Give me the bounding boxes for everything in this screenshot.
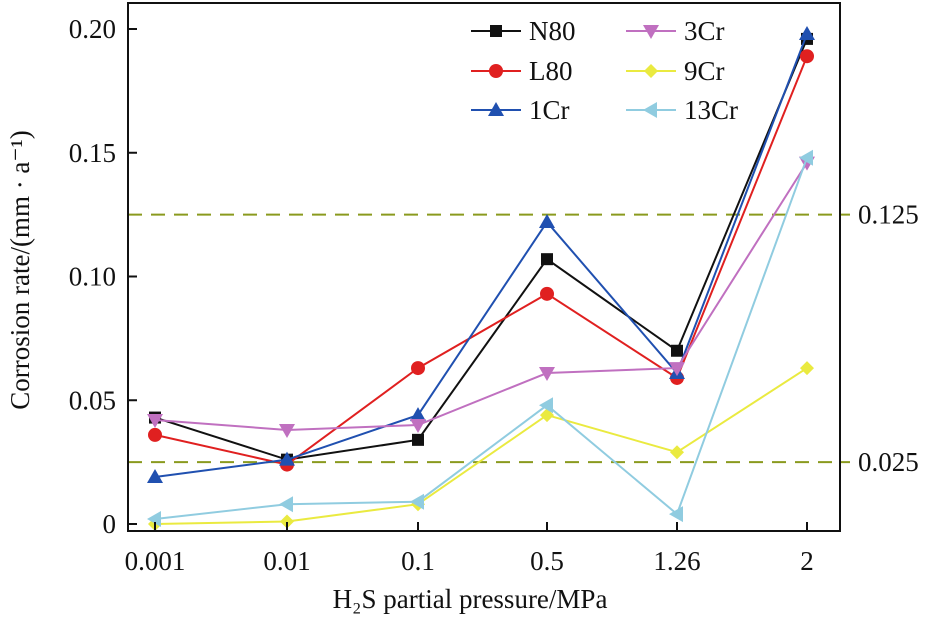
series-13cr — [147, 149, 813, 528]
legend: N80 L80 1Cr 3Cr 9Cr 13Cr — [471, 16, 738, 125]
data-point — [800, 49, 814, 64]
data-point — [670, 445, 684, 460]
data-point — [541, 253, 553, 266]
data-point — [539, 367, 555, 382]
x-axis-title: H₂S partial pressure/MPa — [333, 584, 608, 614]
data-point — [279, 496, 293, 513]
data-point — [412, 433, 424, 446]
data-point — [671, 344, 683, 357]
reference-line-label: 0.025 — [858, 447, 919, 477]
series-3cr — [147, 156, 815, 438]
reference-line-label: 0.125 — [858, 200, 919, 230]
data-point — [539, 214, 555, 229]
data-point — [669, 362, 685, 377]
legend-label: L80 — [529, 56, 573, 86]
y-tick-label: 0.10 — [69, 262, 116, 292]
data-point — [148, 427, 162, 442]
series-1cr — [147, 25, 815, 483]
series-line — [154, 367, 808, 525]
data-point — [540, 286, 554, 301]
data-point — [411, 361, 425, 376]
y-tick-label: 0 — [103, 509, 117, 539]
legend-label: 3Cr — [684, 16, 725, 46]
x-tick-label: 2 — [800, 546, 814, 576]
data-point — [147, 414, 163, 429]
legend-item-l80: L80 — [471, 56, 573, 86]
legend-marker — [489, 64, 503, 78]
series-9cr — [148, 361, 814, 531]
data-point — [279, 423, 295, 438]
legend-label: 1Cr — [529, 95, 570, 125]
series-line — [154, 162, 808, 431]
legend-item-1cr: 1Cr — [471, 95, 570, 125]
data-point — [669, 506, 683, 523]
plot-frame — [127, 2, 841, 532]
x-tick-label: 0.001 — [125, 546, 186, 576]
data-point — [410, 493, 424, 510]
data-point — [410, 419, 426, 433]
legend-label: 9Cr — [684, 56, 725, 86]
data-point — [147, 511, 161, 528]
x-tick-label: 0.5 — [530, 546, 564, 576]
series-line — [154, 157, 808, 521]
series-line — [154, 38, 808, 461]
x-tick-label: 0.01 — [263, 546, 310, 576]
data-point — [279, 451, 295, 466]
legend-label: N80 — [529, 16, 576, 46]
data-point — [410, 407, 426, 422]
series-line — [154, 55, 808, 466]
data-point — [799, 149, 813, 166]
legend-item-9cr: 9Cr — [626, 56, 725, 86]
legend-item-n80: N80 — [471, 16, 576, 46]
legend-label: 13Cr — [684, 95, 738, 125]
data-point — [539, 397, 553, 414]
legend-marker — [643, 25, 659, 39]
axes: 0 0.05 0.10 0.15 0.20 0.001 0.01 0.1 0.5 1.26 2 — [69, 14, 814, 576]
x-tick-label: 1.26 — [653, 546, 700, 576]
y-axis-title: Corrosion rate/(mm · a⁻¹) — [5, 130, 35, 410]
legend-marker — [490, 25, 502, 37]
data-point — [147, 468, 163, 483]
y-tick-label: 0.20 — [69, 14, 116, 44]
legend-marker — [644, 64, 658, 78]
data-point — [280, 514, 294, 529]
data-point — [799, 25, 815, 40]
data-point — [800, 361, 814, 376]
x-tick-label: 0.1 — [401, 546, 435, 576]
y-tick-label: 0.15 — [69, 138, 116, 168]
reference-lines: 0.125 0.025 — [128, 200, 919, 477]
legend-item-3cr: 3Cr — [626, 16, 725, 46]
legend-marker — [643, 102, 657, 118]
series-line — [154, 33, 808, 478]
legend-item-13cr: 13Cr — [626, 95, 738, 125]
series-layer — [147, 25, 815, 531]
legend-marker — [488, 102, 504, 116]
y-tick-label: 0.05 — [69, 385, 116, 415]
